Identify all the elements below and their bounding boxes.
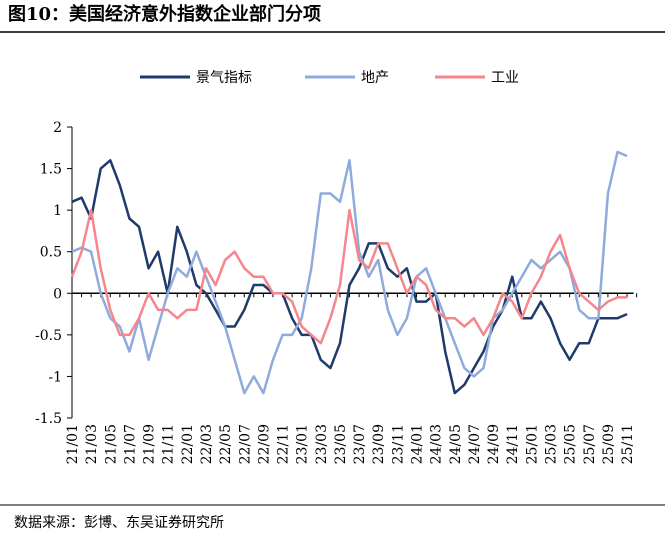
y-tick-label: -0.5 xyxy=(35,328,62,344)
x-tick-label: 21/05 xyxy=(103,424,119,464)
x-tick-label: 22/01 xyxy=(180,424,196,464)
x-tick-label: 21/11 xyxy=(161,424,177,464)
y-tick-label: -1 xyxy=(48,369,62,385)
x-tick-label: 24/07 xyxy=(467,424,483,464)
x-tick-label: 23/01 xyxy=(295,424,311,464)
x-tick-label: 25/03 xyxy=(544,424,560,464)
x-tick-label: 23/07 xyxy=(352,424,368,464)
x-tick-label: 23/09 xyxy=(371,424,387,464)
source-note: 数据来源：彭博、东吴证券研究所 xyxy=(14,514,224,531)
x-tick-label: 22/07 xyxy=(237,424,253,464)
y-tick-label: -1.5 xyxy=(35,411,62,427)
legend-label: 地产 xyxy=(361,70,389,86)
series-line xyxy=(70,208,628,345)
legend-label: 工业 xyxy=(491,70,519,86)
x-tick-label: 23/03 xyxy=(314,424,330,464)
x-tick-label: 25/01 xyxy=(524,424,540,464)
y-tick-label: 1.5 xyxy=(40,162,62,178)
y-tick-label: 0 xyxy=(53,286,62,302)
legend-label: 景气指标 xyxy=(196,70,252,86)
series-line xyxy=(71,159,628,395)
x-tick-label: 21/03 xyxy=(84,424,100,464)
x-tick-label: 22/11 xyxy=(276,424,292,464)
x-tick-label: 24/03 xyxy=(429,424,445,464)
y-tick-label: 1 xyxy=(53,203,62,219)
y-tick-label: 0.5 xyxy=(40,245,62,261)
x-tick-label: 24/05 xyxy=(448,424,464,464)
x-tick-label: 24/11 xyxy=(505,424,521,464)
x-tick-label: 21/07 xyxy=(122,424,138,464)
x-tick-label: 25/11 xyxy=(620,424,636,464)
x-tick-label: 25/07 xyxy=(582,424,598,464)
x-tick-label: 21/09 xyxy=(142,424,158,464)
y-tick-label: 2 xyxy=(53,120,62,136)
x-tick-label: 24/01 xyxy=(410,424,426,464)
x-tick-label: 25/05 xyxy=(563,424,579,464)
x-tick-label: 22/09 xyxy=(256,424,272,464)
series-line xyxy=(71,150,628,395)
x-tick-label: 24/09 xyxy=(486,424,502,464)
x-tick-label: 22/03 xyxy=(199,424,215,464)
x-tick-label: 22/05 xyxy=(218,424,234,464)
x-tick-label: 25/09 xyxy=(601,424,617,464)
x-tick-label: 21/01 xyxy=(65,424,81,464)
x-tick-label: 23/11 xyxy=(390,424,406,464)
x-tick-label: 23/05 xyxy=(333,424,349,464)
chart-title: 图10：美国经济意外指数企业部门分项 xyxy=(8,3,321,25)
